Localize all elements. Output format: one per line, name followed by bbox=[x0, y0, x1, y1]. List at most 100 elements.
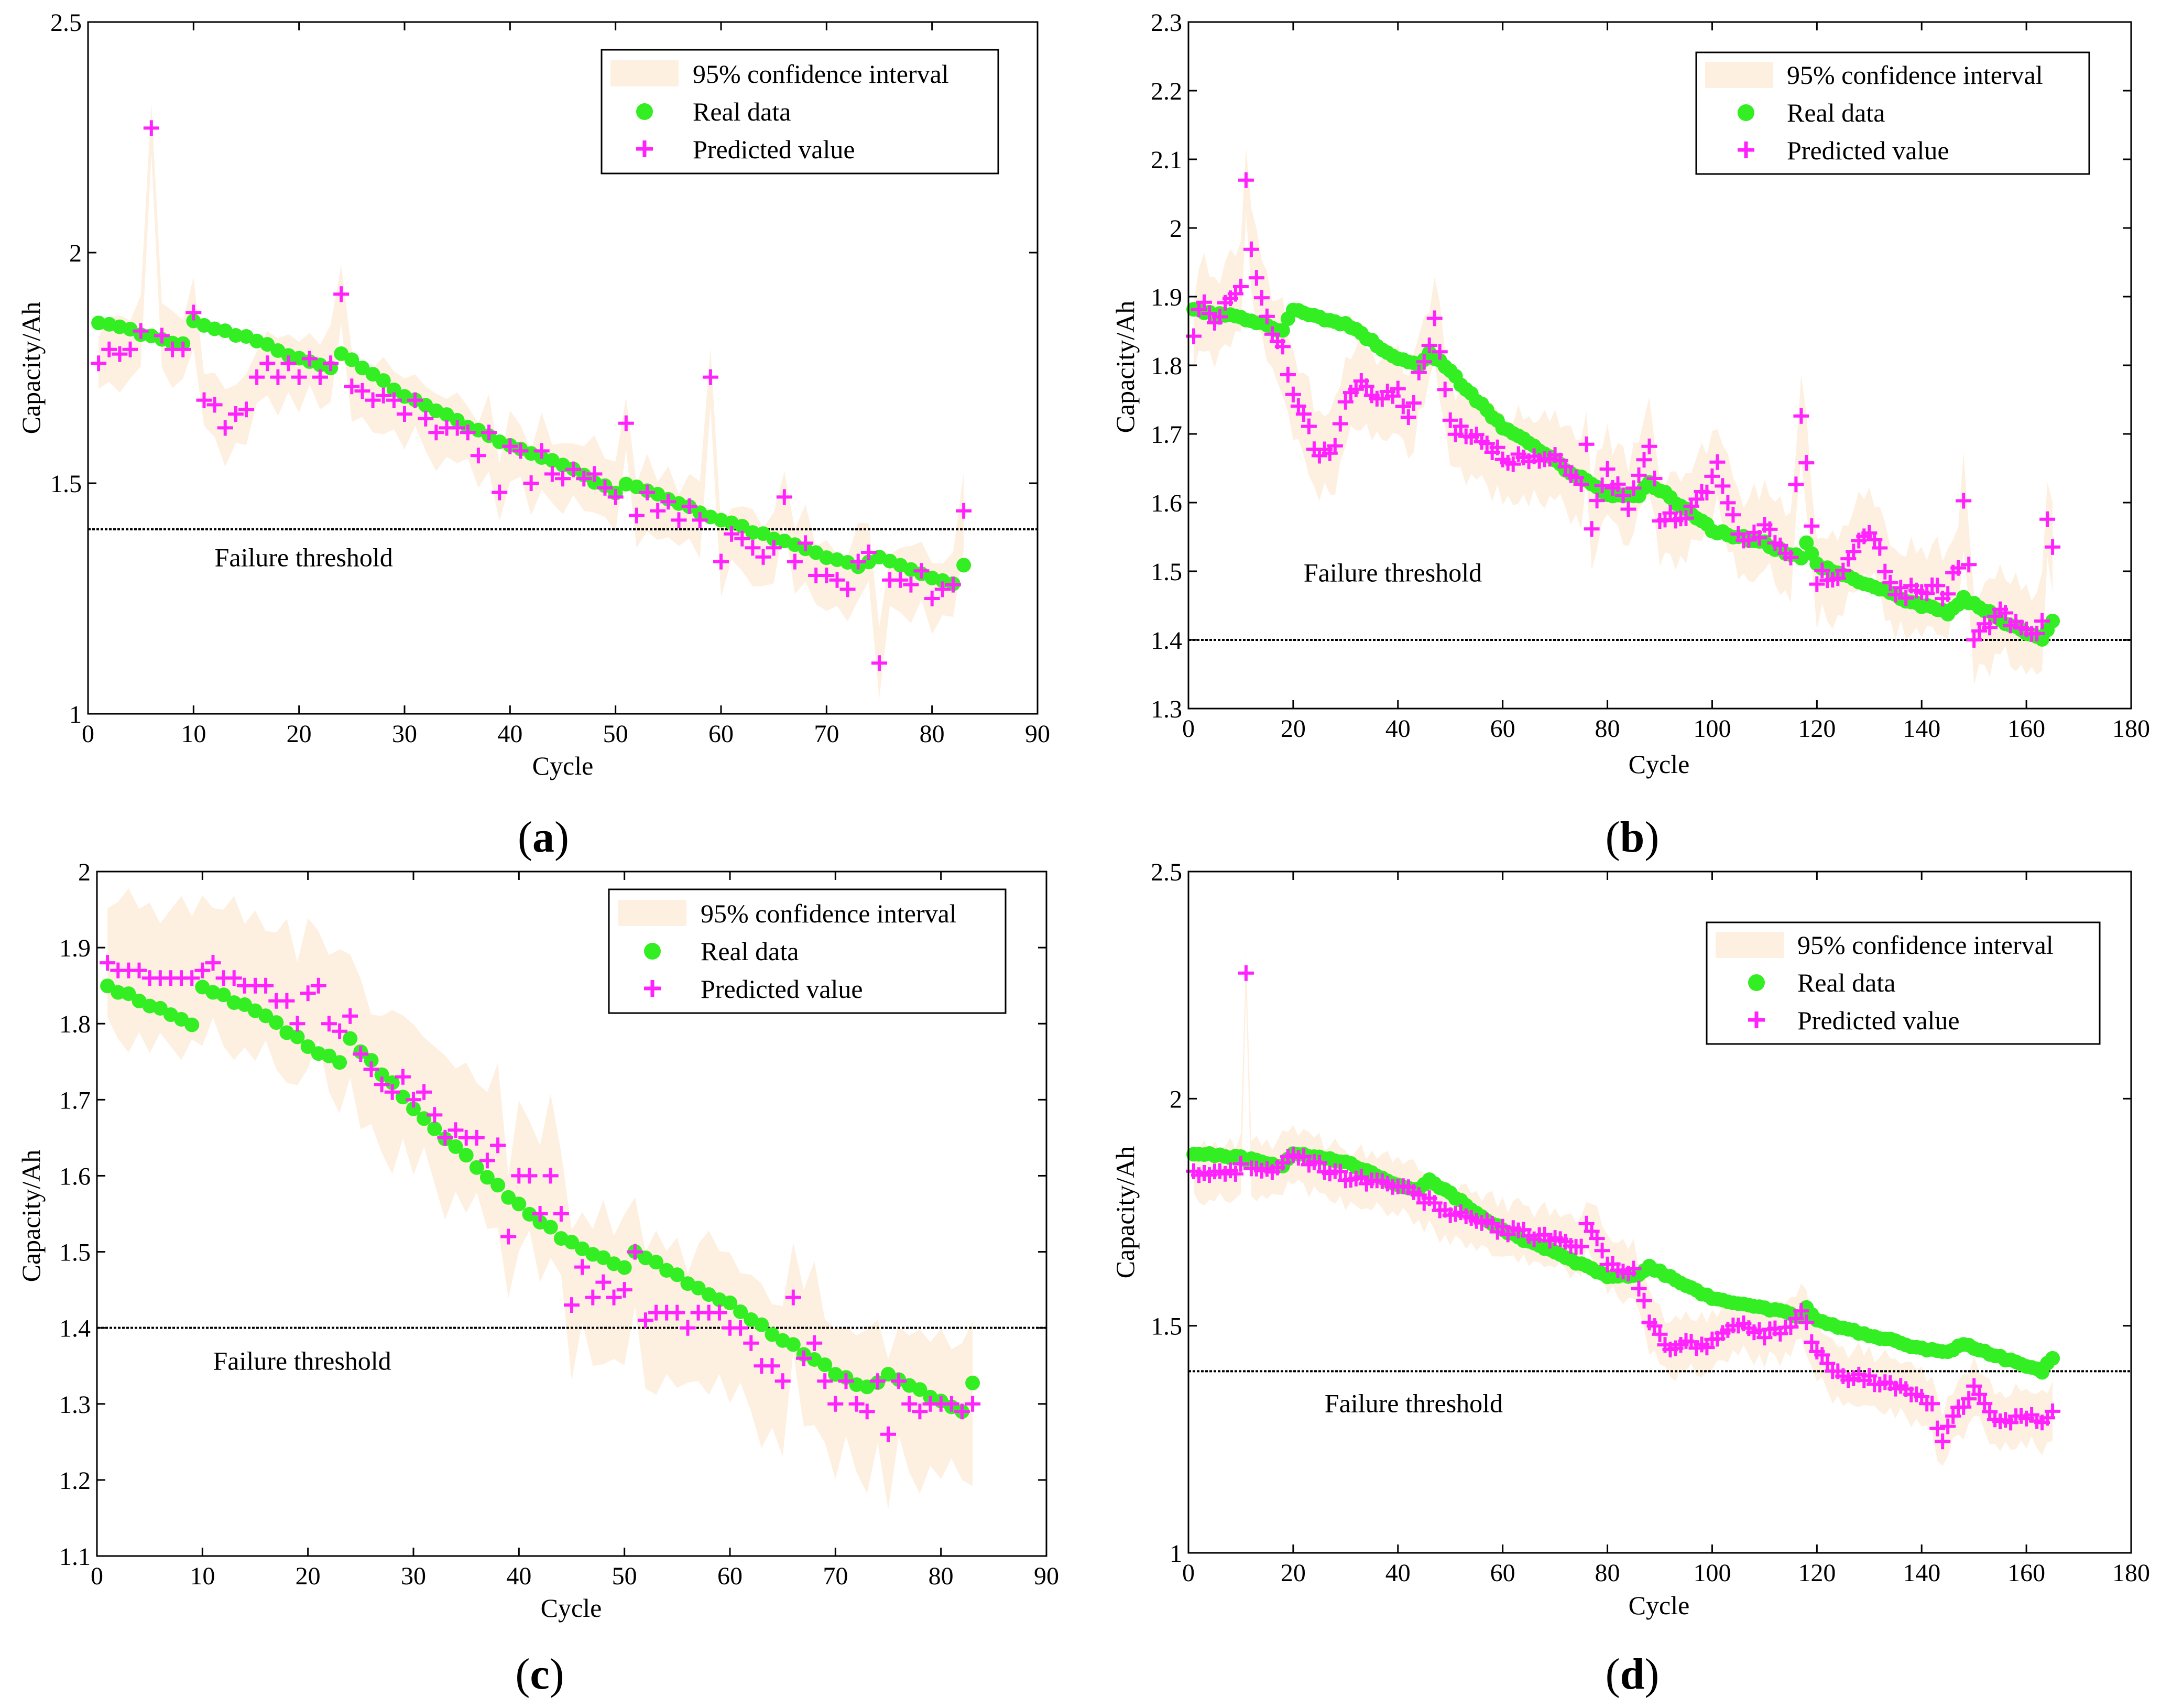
predicted-point bbox=[1977, 1396, 1993, 1412]
x-axis-label: Cycle bbox=[1629, 749, 1690, 779]
predicted-point bbox=[321, 1016, 337, 1032]
predicted-point bbox=[1636, 452, 1652, 468]
real-data-point bbox=[459, 1148, 474, 1163]
y-tick-label: 1.8 bbox=[1151, 352, 1182, 380]
real-data-point bbox=[258, 1008, 274, 1024]
legend-ci-swatch bbox=[1716, 932, 1784, 958]
real-data-series bbox=[100, 978, 980, 1419]
predicted-point bbox=[344, 378, 360, 395]
predicted-point bbox=[1573, 476, 1589, 492]
predicted-point bbox=[1447, 426, 1464, 442]
predicted-point bbox=[965, 1396, 981, 1412]
predicted-point bbox=[839, 581, 856, 597]
real-data-point bbox=[184, 1017, 200, 1032]
predicted-point bbox=[903, 576, 919, 593]
real-data-point bbox=[479, 1170, 495, 1185]
predicted-point bbox=[1625, 480, 1642, 496]
x-tick-label: 20 bbox=[287, 720, 312, 748]
predicted-point bbox=[954, 1404, 970, 1420]
predicted-point bbox=[1594, 1243, 1610, 1259]
predicted-point bbox=[353, 1046, 369, 1062]
legend-ci-swatch bbox=[618, 900, 686, 926]
predicted-point bbox=[650, 503, 666, 519]
predicted-point bbox=[869, 1373, 886, 1389]
predicted-point bbox=[798, 535, 814, 551]
predicted-point bbox=[1940, 1418, 1956, 1434]
predicted-point bbox=[291, 369, 307, 385]
x-tick-label: 10 bbox=[181, 720, 206, 748]
x-tick-label: 180 bbox=[2112, 1559, 2150, 1587]
legend: 95% confidence interval Real data Predic… bbox=[601, 49, 999, 175]
predicted-point bbox=[639, 484, 656, 501]
real-data-point bbox=[386, 382, 401, 397]
real-data-point bbox=[300, 1039, 315, 1054]
x-tick-label: 100 bbox=[1693, 715, 1731, 743]
predicted-point bbox=[1390, 380, 1406, 397]
x-tick-label: 160 bbox=[2007, 715, 2045, 743]
predicted-point bbox=[418, 410, 434, 427]
plot-area bbox=[1187, 871, 2132, 1554]
x-tick-label: 0 bbox=[1182, 1559, 1195, 1587]
predicted-point bbox=[428, 425, 444, 441]
predicted-point bbox=[205, 955, 221, 971]
predicted-point bbox=[956, 503, 972, 519]
x-tick-label: 40 bbox=[1385, 715, 1411, 743]
x-tick-label: 60 bbox=[708, 720, 734, 748]
predicted-point bbox=[585, 1289, 601, 1306]
y-tick-label: 1.7 bbox=[1151, 421, 1182, 449]
confidence-band bbox=[107, 888, 973, 1510]
x-tick-label: 20 bbox=[296, 1562, 321, 1590]
real-data-point bbox=[490, 1178, 506, 1193]
predicted-point bbox=[1751, 530, 1767, 546]
real-data-point bbox=[152, 1000, 168, 1016]
predicted-point bbox=[628, 507, 645, 524]
predicted-point bbox=[1678, 510, 1694, 526]
x-tick-label: 80 bbox=[1595, 715, 1620, 743]
predicted-point bbox=[1238, 965, 1254, 981]
failure-threshold-label: Failure threshold bbox=[1304, 558, 1482, 588]
x-tick-label: 70 bbox=[814, 720, 839, 748]
real-data-point bbox=[617, 1260, 632, 1275]
legend-ci-label: 95% confidence interval bbox=[1797, 930, 2054, 960]
predicted-point bbox=[1956, 493, 1972, 509]
predicted-point bbox=[468, 1129, 485, 1146]
predicted-point bbox=[553, 1206, 569, 1222]
x-tick-label: 50 bbox=[603, 720, 628, 748]
real-data-point bbox=[269, 1015, 284, 1030]
legend-real-label: Real data bbox=[1787, 98, 1885, 127]
predicted-point bbox=[512, 443, 529, 459]
predicted-point bbox=[416, 1084, 432, 1100]
predicted-point bbox=[227, 406, 244, 422]
predicted-point bbox=[871, 655, 887, 671]
real-data-point bbox=[406, 1101, 421, 1116]
predicted-point bbox=[1610, 476, 1626, 492]
predicted-point bbox=[891, 1373, 907, 1389]
legend: 95% confidence interval Real data Predic… bbox=[1695, 51, 2090, 175]
predicted-point bbox=[764, 1358, 780, 1374]
predicted-point bbox=[490, 1137, 506, 1154]
predicted-point bbox=[1202, 306, 1217, 322]
legend-pred-label: Predicted value bbox=[701, 974, 863, 1004]
y-tick-label: 1.6 bbox=[59, 1162, 91, 1190]
predicted-point bbox=[1804, 518, 1820, 534]
y-tick-label: 2.5 bbox=[50, 9, 82, 37]
panel-label: (b) bbox=[1606, 813, 1660, 862]
y-tick-label: 1.5 bbox=[1151, 558, 1182, 586]
predicted-point bbox=[448, 1122, 464, 1138]
x-tick-label: 40 bbox=[506, 1562, 531, 1590]
predicted-point bbox=[143, 120, 159, 136]
real-data-point bbox=[564, 1235, 579, 1250]
x-tick-label: 140 bbox=[1903, 715, 1940, 743]
y-tick-label: 1.5 bbox=[50, 470, 82, 498]
predicted-point bbox=[1788, 476, 1804, 493]
real-data-point bbox=[511, 1196, 527, 1212]
predicted-point bbox=[1966, 1378, 1982, 1394]
real-data-point bbox=[785, 1337, 801, 1352]
predicted-point bbox=[787, 553, 803, 570]
predicted-point bbox=[542, 1168, 559, 1184]
predicted-point bbox=[564, 1297, 580, 1313]
y-tick-label: 2 bbox=[1170, 1085, 1182, 1113]
predicted-point bbox=[1919, 585, 1935, 602]
y-tick-label: 2.5 bbox=[1151, 858, 1182, 886]
x-tick-label: 10 bbox=[190, 1562, 215, 1590]
